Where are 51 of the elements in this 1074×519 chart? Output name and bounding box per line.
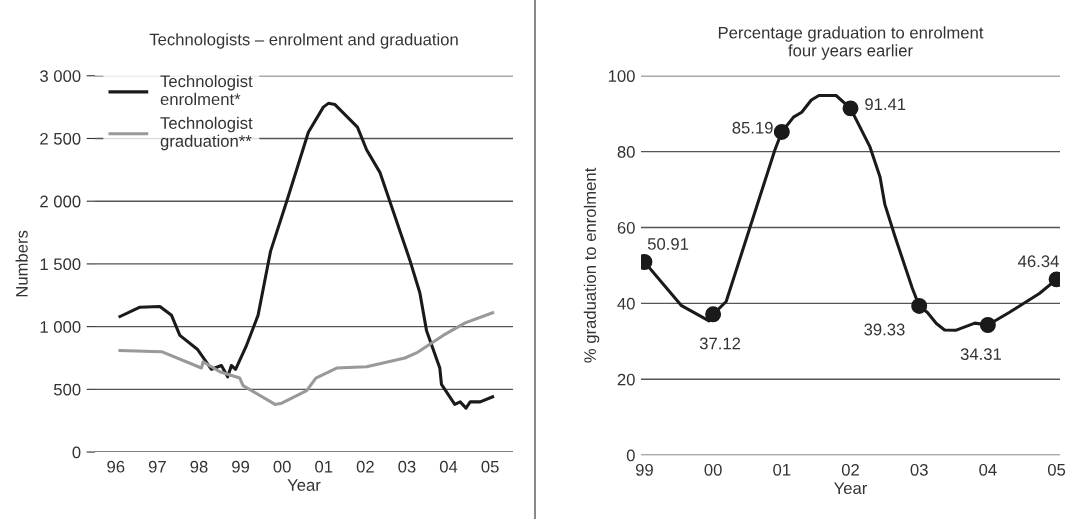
y-tick-label: 0 <box>72 446 81 459</box>
x-tick-label: 05 <box>1047 463 1066 476</box>
x-tick-label: 03 <box>910 463 928 476</box>
point <box>979 317 996 333</box>
y-tick-label: 60 <box>617 221 635 234</box>
y-tick-label: 2 500 <box>40 132 81 145</box>
x-tick-label: 96 <box>107 460 125 473</box>
point <box>911 297 928 314</box>
y-tick-label: 1 500 <box>40 258 81 271</box>
x-axis-title: Year <box>834 482 868 495</box>
x-tick-label: 04 <box>439 460 458 473</box>
line-series <box>118 311 495 406</box>
point <box>773 123 790 140</box>
x-tick-label: 03 <box>398 460 416 473</box>
y-axis-title: Numbers <box>15 230 28 297</box>
chart-title: Percentage graduation to enrolment four years earlier <box>718 26 984 60</box>
chart-title: Technologists – enrolment and graduation <box>149 33 458 49</box>
x-tick-label: 97 <box>148 460 166 473</box>
data-label: 39.33 <box>864 323 905 336</box>
y-tick-label: 40 <box>617 297 635 310</box>
point <box>705 306 722 323</box>
y-tick-label: 1 000 <box>40 321 81 333</box>
x-tick-label: 05 <box>481 460 499 473</box>
y-axis-title: % graduation to enrolment <box>583 167 600 363</box>
y-tick-label: 3 000 <box>40 70 81 82</box>
data-label: 50.91 <box>647 238 689 250</box>
legend-label: Technologist graduation** <box>160 116 253 151</box>
y-tick-label: 100 <box>608 70 635 82</box>
x-tick-label: 04 <box>979 463 997 476</box>
y-tick-label: 20 <box>617 373 635 386</box>
data-label: 91.41 <box>865 98 906 111</box>
data-label: 34.31 <box>960 348 1001 361</box>
data-label: 85.19 <box>732 121 773 134</box>
y-tick-label: 2 000 <box>40 195 81 208</box>
x-tick-label: 99 <box>232 460 250 473</box>
y-tick-label: 500 <box>53 383 81 396</box>
data-label: 46.34 <box>1018 255 1059 268</box>
x-axis-title: Year <box>287 479 321 491</box>
y-tick-label: 80 <box>617 146 635 158</box>
x-tick-label: 00 <box>704 463 722 476</box>
legend-label: Technologist enrolment* <box>160 74 253 106</box>
x-tick-label: 01 <box>773 463 791 476</box>
x-tick-label: 99 <box>635 463 653 476</box>
x-tick-label: 00 <box>273 460 291 473</box>
data-label: 37.12 <box>699 337 741 350</box>
x-tick-label: 02 <box>841 463 859 476</box>
point <box>842 100 859 117</box>
y-tick-label: 0 <box>626 449 635 462</box>
x-tick-label: 98 <box>190 460 208 473</box>
x-tick-label: 01 <box>315 460 333 473</box>
x-tick-label: 02 <box>356 460 374 473</box>
